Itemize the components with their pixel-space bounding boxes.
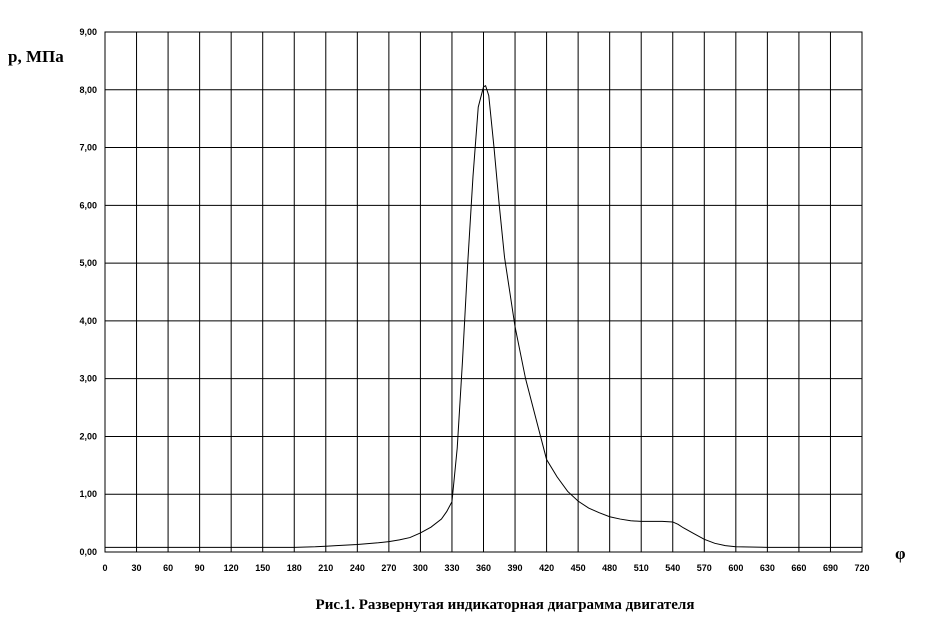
y-tick-label: 6,00: [79, 200, 97, 210]
chart-caption: Рис.1. Развернутая индикаторная диаграмм…: [316, 597, 695, 613]
x-tick-label: 360: [476, 563, 491, 573]
y-tick-label: 2,00: [79, 431, 97, 441]
x-tick-label: 330: [444, 563, 459, 573]
y-tick-labels: 0,00 1,00 2,00 3,00 4,00 5,00 6,00 7,00 8,00 9,00: [79, 27, 97, 557]
x-tick-label: 450: [571, 563, 586, 573]
x-tick-label: 0: [102, 563, 107, 573]
x-tick-label: 570: [697, 563, 712, 573]
x-tick-label: 270: [381, 563, 396, 573]
y-tick-label: 3,00: [79, 374, 97, 384]
y-tick-label: 0,00: [79, 547, 97, 557]
y-tick-label: 7,00: [79, 143, 97, 153]
x-tick-label: 420: [539, 563, 554, 573]
x-tick-label: 630: [760, 563, 775, 573]
x-tick-labels: 0 30 60 90 120 150 180 210 240 270 300 330 360 390 420…: [102, 563, 869, 573]
y-axis-title: р, МПа: [8, 47, 64, 66]
x-tick-label: 300: [413, 563, 428, 573]
x-tick-label: 240: [350, 563, 365, 573]
x-tick-label: 210: [318, 563, 333, 573]
pressure-curve: [105, 84, 862, 548]
x-tick-label: 510: [634, 563, 649, 573]
vertical-gridlines: [136, 32, 831, 552]
horizontal-gridlines: [105, 89, 862, 495]
y-tick-label: 1,00: [79, 489, 97, 499]
x-tick-label: 480: [602, 563, 617, 573]
x-tick-label: 690: [823, 563, 838, 573]
x-tick-label: 180: [287, 563, 302, 573]
y-tick-label: 5,00: [79, 258, 97, 268]
x-tick-label: 120: [224, 563, 239, 573]
x-tick-label: 90: [195, 563, 205, 573]
x-tick-label: 600: [728, 563, 743, 573]
x-tick-label: 60: [163, 563, 173, 573]
x-tick-label: 660: [791, 563, 806, 573]
x-tick-label: 720: [854, 563, 869, 573]
x-tick-label: 150: [255, 563, 270, 573]
y-tick-label: 8,00: [79, 85, 97, 95]
y-tick-label: 9,00: [79, 27, 97, 37]
x-tick-label: 30: [132, 563, 142, 573]
y-tick-label: 4,00: [79, 316, 97, 326]
x-axis-title: φ: [895, 544, 906, 563]
x-tick-label: 540: [665, 563, 680, 573]
x-tick-label: 390: [508, 563, 523, 573]
